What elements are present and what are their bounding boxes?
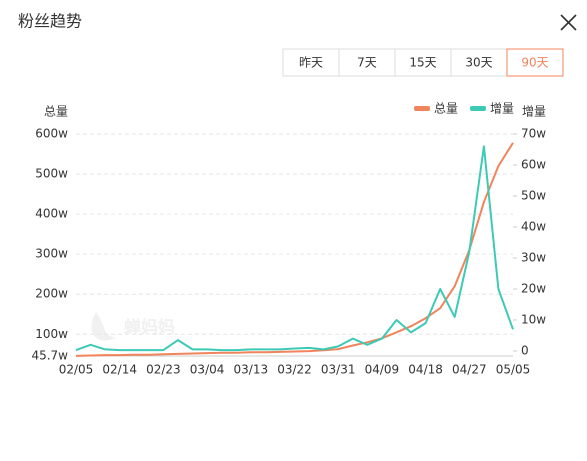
y2-tick-label: 10w bbox=[521, 313, 546, 327]
y-tick-label: 400w bbox=[35, 207, 68, 221]
range-buttons: 昨天 7天 15天 30天 90天 bbox=[282, 48, 564, 77]
y-tick-label: 45.7w bbox=[31, 349, 68, 363]
watermark: 蝉妈妈 bbox=[91, 312, 175, 341]
range-button-label: 30天 bbox=[465, 56, 492, 70]
y2-tick-label: 50w bbox=[521, 189, 546, 203]
y2-axis-title: 增量 bbox=[522, 105, 546, 119]
panel-title: 粉丝趋势 bbox=[18, 12, 82, 31]
x-tick-label: 04/09 bbox=[365, 363, 400, 377]
x-tick-label: 04/27 bbox=[452, 363, 487, 377]
x-tick-label: 03/13 bbox=[234, 363, 269, 377]
y-axis-title: 总量 bbox=[44, 105, 68, 119]
range-button-label: 90天 bbox=[521, 56, 548, 70]
x-tick-label: 03/31 bbox=[321, 363, 356, 377]
close-button[interactable] bbox=[560, 14, 577, 31]
watermark-text: 蝉妈妈 bbox=[124, 317, 175, 338]
active-button-border bbox=[506, 48, 564, 77]
x-tick-label: 02/23 bbox=[146, 363, 181, 377]
legend-label: 增量 bbox=[490, 102, 514, 116]
y2-tick-label: 30w bbox=[521, 251, 546, 265]
x-tick-label: 03/22 bbox=[277, 363, 312, 377]
range-button-label: 15天 bbox=[409, 56, 436, 70]
legend-swatch bbox=[414, 106, 430, 111]
x-tick-label: 04/18 bbox=[408, 363, 443, 377]
y-tick-label: 100w bbox=[35, 327, 68, 341]
y-tick-label: 600w bbox=[35, 127, 68, 141]
range-button-label: 昨天 bbox=[299, 56, 323, 70]
y-tick-label: 500w bbox=[35, 167, 68, 181]
x-tick-label: 02/05 bbox=[59, 363, 94, 377]
legend-label: 总量 bbox=[434, 102, 458, 116]
y2-tick-label: 70w bbox=[521, 127, 546, 141]
x-tick-label: 03/04 bbox=[190, 363, 225, 377]
x-tick-label: 02/14 bbox=[102, 363, 137, 377]
y2-tick-label: 40w bbox=[521, 220, 546, 234]
x-tick-label: 05/05 bbox=[496, 363, 531, 377]
legend-swatch bbox=[470, 106, 486, 111]
y-tick-label: 300w bbox=[35, 247, 68, 261]
series-line bbox=[75, 145, 514, 352]
range-button[interactable] bbox=[338, 48, 396, 77]
series-line bbox=[75, 142, 514, 357]
y2-tick-label: 20w bbox=[521, 282, 546, 296]
y2-tick-label: 60w bbox=[521, 158, 546, 172]
y-tick-label: 200w bbox=[35, 287, 68, 301]
range-button[interactable] bbox=[394, 48, 452, 77]
range-button[interactable] bbox=[450, 48, 508, 77]
range-button-label: 7天 bbox=[357, 56, 377, 70]
y2-tick-label: 0 bbox=[521, 344, 529, 358]
